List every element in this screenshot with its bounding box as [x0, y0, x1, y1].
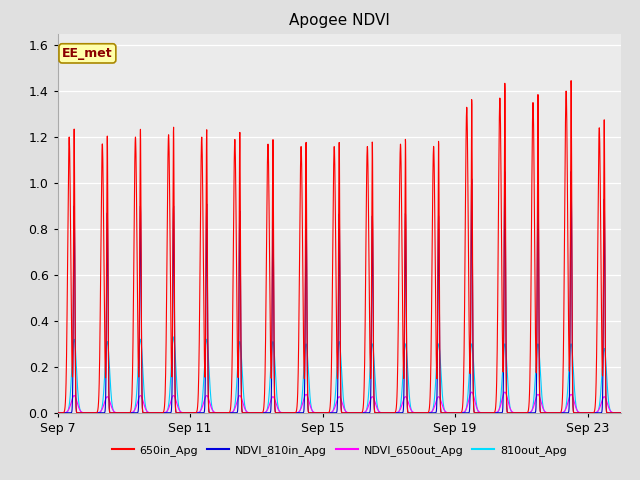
Legend: 650in_Apg, NDVI_810in_Apg, NDVI_650out_Apg, 810out_Apg: 650in_Apg, NDVI_810in_Apg, NDVI_650out_A…	[108, 441, 571, 460]
Text: EE_met: EE_met	[62, 47, 113, 60]
Title: Apogee NDVI: Apogee NDVI	[289, 13, 390, 28]
